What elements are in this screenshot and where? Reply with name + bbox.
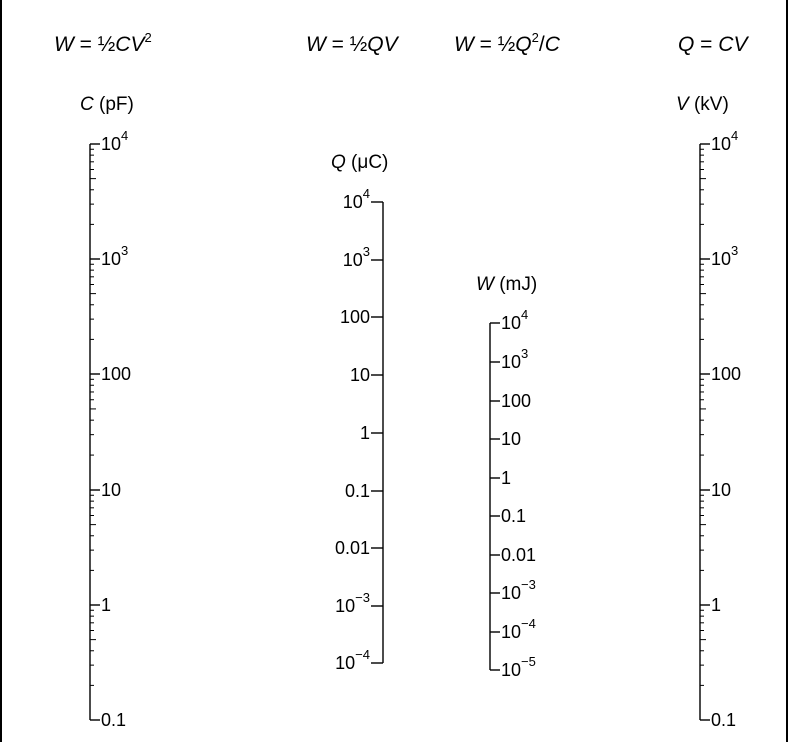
scale-title-capacitance: C (pF) [80,94,134,115]
tick-label: 0.01 [335,538,370,558]
scale-charge: Q (μC) 104 103 100 10 1 0.1 0.01 10−3 10−4 [331,152,388,673]
tick-label: 10−3 [501,577,536,603]
formula-1: W = ½CV2 [54,30,152,56]
scale-title-charge: Q (μC) [331,152,388,173]
tick-label: 103 [101,243,128,269]
scale-title-voltage: V (kV) [676,94,729,115]
tick-label: 10−4 [335,647,370,673]
tick-label: 100 [340,307,370,327]
tick-label: 10 [101,480,121,500]
tick-label: 104 [343,186,370,212]
formula-4: Q = CV [678,33,749,56]
tick-label: 100 [711,364,741,384]
tick-label: 104 [711,128,738,154]
tick-label: 104 [101,128,128,154]
tick-label: 100 [101,364,131,384]
scale-voltage: V (kV) 104 103 100 10 1 0.1 [676,94,741,730]
tick-label: 1 [501,468,511,488]
tick-label: 100 [501,391,531,411]
tick-label: 0.1 [345,481,370,501]
tick-label: 10−3 [335,590,370,616]
tick-label: 10 [711,480,731,500]
tick-label: 103 [711,243,738,269]
tick-label: 10 [350,365,370,385]
tick-label: 0.1 [711,710,736,730]
tick-label: 1 [360,423,370,443]
tick-label: 0.01 [501,545,536,565]
tick-label: 0.1 [101,710,126,730]
tick-label: 1 [101,595,111,615]
formula-row: W = ½CV2 W = ½QV W = ½Q2/C Q = CV [54,30,749,56]
tick-label: 10 [501,429,521,449]
tick-label: 10−5 [501,654,536,680]
scale-title-energy: W (mJ) [476,274,537,295]
tick-label: 0.1 [501,506,526,526]
formula-3: W = ½Q2/C [454,30,561,56]
formula-2: W = ½QV [306,33,400,56]
scale-capacitance: C (pF) 104 103 100 10 1 0.1 [80,94,134,730]
tick-label: 10−4 [501,616,536,642]
tick-label: 104 [501,307,528,333]
tick-label: 103 [501,346,528,372]
scale-energy: W (mJ) 104 103 100 10 1 0.1 0.01 10−3 10−4 10−5 [476,274,537,680]
tick-label: 103 [343,244,370,270]
tick-label: 1 [711,595,721,615]
